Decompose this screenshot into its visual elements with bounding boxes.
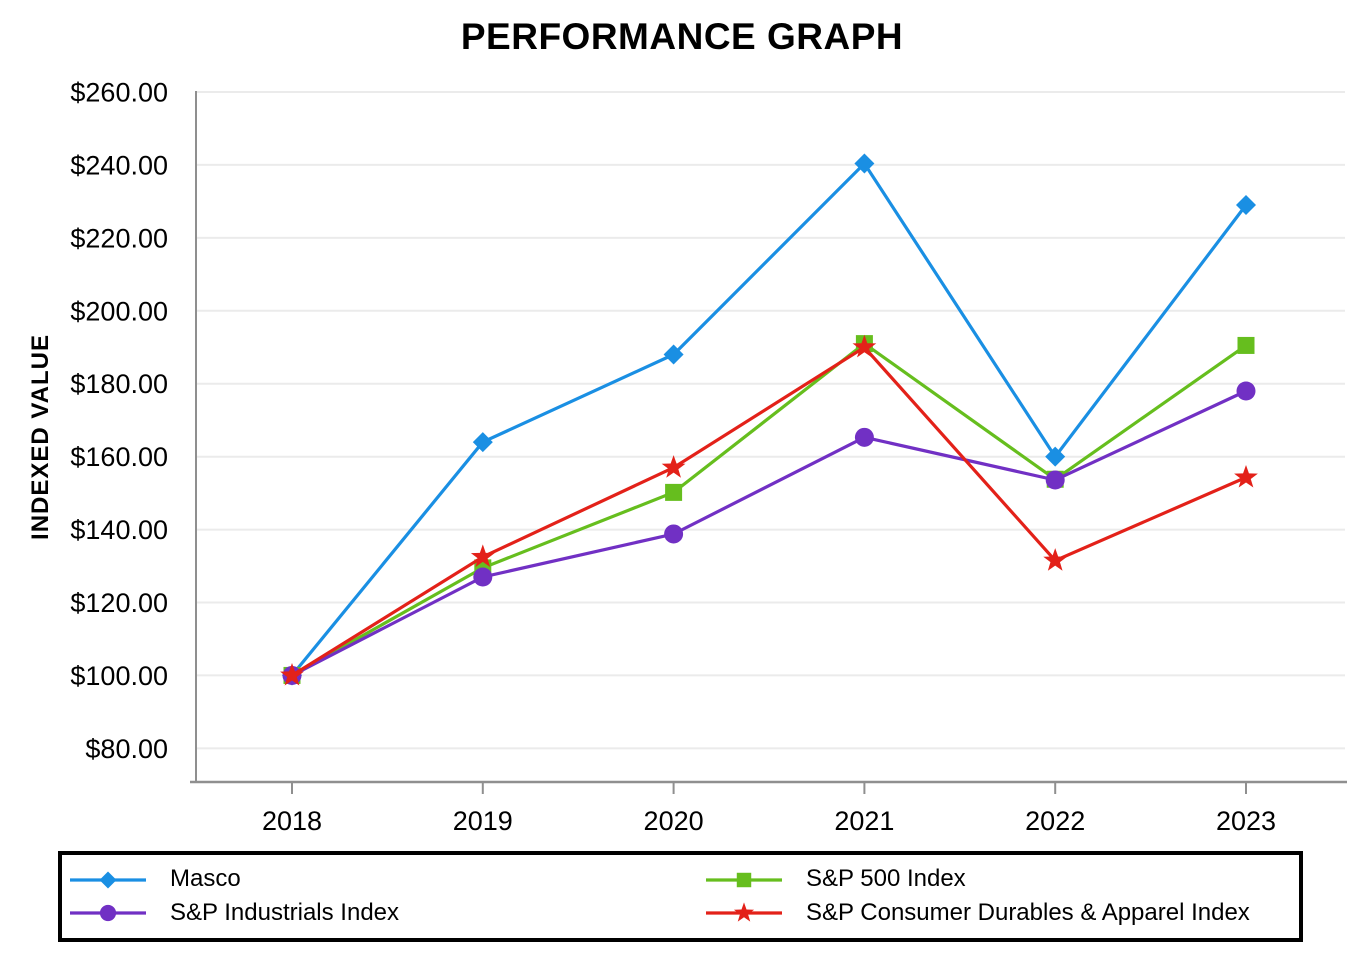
sp-consumer-durables-star-swatch-icon (706, 902, 782, 922)
sp-consumer-durables-apparel-index-line (291, 345, 1247, 677)
legend-label-sp500: S&P 500 Index (806, 865, 966, 893)
y-tick-label: $200.00 (70, 296, 168, 326)
masco-marker (472, 432, 493, 453)
x-tick-label: 2019 (453, 806, 513, 836)
chart-title: PERFORMANCE GRAPH (460, 16, 904, 57)
y-tick-label: $120.00 (70, 588, 168, 618)
sp-consumer-durables-apparel-index-marker (280, 662, 304, 686)
masco-marker (1236, 195, 1256, 216)
sp-consumer-durables-apparel-index-marker (852, 334, 877, 358)
y-tick-label: $160.00 (70, 442, 168, 472)
sp-industrials-index-marker (664, 524, 684, 544)
x-tick-label: 2023 (1216, 806, 1276, 836)
legend-item-sp500: S&P 500 Index (704, 865, 1299, 894)
y-tick-label: $140.00 (70, 515, 168, 545)
x-tick-label: 2022 (1025, 806, 1085, 836)
sp-industrials-index-marker (1045, 470, 1065, 490)
legend-item-sp-industrials: S&P Industrials Index (68, 899, 704, 928)
y-tick-label: $80.00 (85, 734, 168, 764)
legend-marker (99, 871, 117, 889)
sp500-square-swatch-icon (706, 872, 782, 887)
legend-label-sp-industrials: S&P Industrials Index (170, 899, 400, 926)
sp-industrials-circle-swatch-icon (70, 905, 146, 922)
sp-consumer-durables-apparel-index-marker (661, 455, 686, 478)
sp-consumer-durables-apparel-index-marker (470, 544, 495, 568)
y-axis-title: INDEXED VALUE (27, 334, 54, 540)
y-tick-label: $100.00 (70, 661, 168, 691)
sp-industrials-index-line (291, 389, 1247, 677)
sp-consumer-durables-apparel-index-marker (1043, 548, 1068, 571)
masco-diamond-swatch-icon (70, 871, 146, 889)
legend-label-masco: Masco (170, 865, 241, 893)
legend-item-masco: Masco (68, 865, 704, 894)
y-tick-label: $240.00 (70, 150, 168, 180)
sp-500-index-line (291, 341, 1247, 677)
sp-consumer-durables-apparel-index-marker (1234, 464, 1258, 488)
sp-500-index-marker (1237, 336, 1255, 354)
x-tick-label: 2020 (644, 806, 704, 836)
legend-marker (733, 902, 755, 922)
line-chart-plot: $260.00 $240.00 $220.00 $200.00 $180.00 $160.… (27, 78, 1347, 836)
masco-marker (663, 344, 684, 365)
masco-marker (854, 153, 875, 174)
legend-label-sp-consumer-durables: S&P Consumer Durables & Apparel Index (806, 899, 1250, 926)
x-tick-label: 2021 (834, 806, 894, 836)
sp-500-index-marker (665, 483, 683, 501)
legend-item-sp-consumer-durables: S&P Consumer Durables & Apparel Index (704, 899, 1299, 928)
sp-industrials-index-marker (473, 567, 493, 587)
sp-industrials-index-marker (1236, 381, 1256, 401)
legend-marker (99, 905, 117, 922)
y-tick-label: $180.00 (70, 369, 168, 399)
masco-line (290, 160, 1248, 677)
chart-legend: Masco S&P 500 Index S&P Industrials Inde… (58, 851, 1303, 942)
masco-marker (1045, 446, 1066, 467)
legend-marker (736, 872, 752, 887)
x-tick-label: 2018 (262, 806, 322, 836)
sp-industrials-index-marker (854, 427, 874, 447)
y-tick-label: $260.00 (70, 78, 168, 108)
y-tick-label: $220.00 (70, 223, 168, 253)
